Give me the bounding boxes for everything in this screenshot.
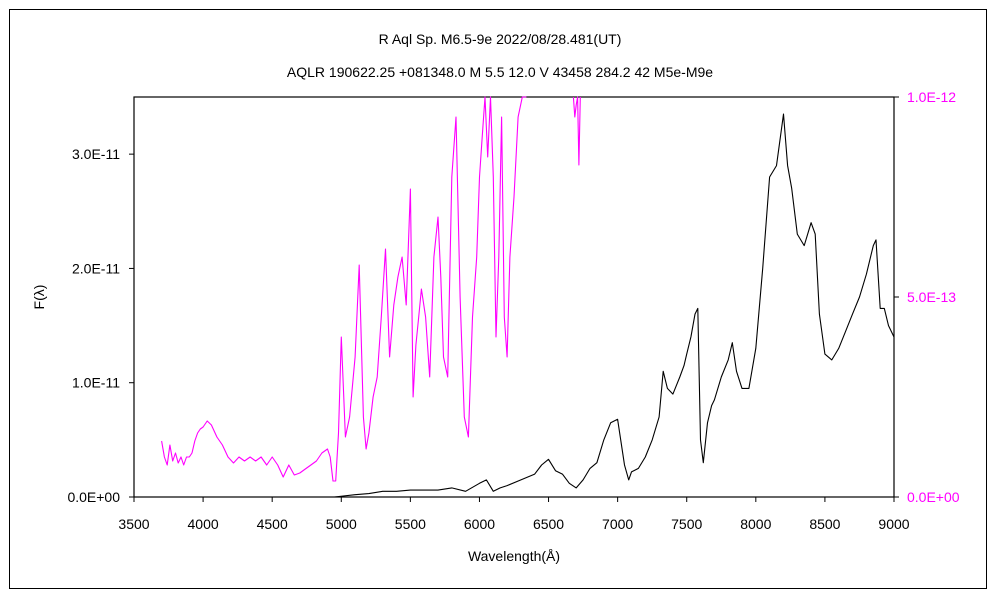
x-tick-label: 3500 <box>118 516 149 532</box>
ticks-layer: 3500 4000 4500 5000 5500 6000 6500 7000 7500 8000… <box>67 89 959 532</box>
magenta-spectrum-line <box>572 96 581 166</box>
y-right-tick-label: 1.0E-12 <box>907 89 956 105</box>
x-tick-label: 8000 <box>740 516 771 532</box>
black-spectrum-line <box>334 113 895 498</box>
y-right-tick-label: 0.0E+00 <box>907 489 960 505</box>
series-layer <box>161 96 895 498</box>
x-tick-label: 5500 <box>395 516 426 532</box>
x-tick-label: 5000 <box>326 516 357 532</box>
y-right-tick-label: 5.0E-13 <box>907 289 956 305</box>
y-axis-label: F(λ) <box>31 285 47 310</box>
x-tick-label: 7500 <box>671 516 702 532</box>
x-tick-label: 7000 <box>602 516 633 532</box>
x-tick-label: 4000 <box>188 516 219 532</box>
x-axis-label: Wavelength(Å) <box>468 548 560 564</box>
x-tick-label: 9000 <box>878 516 909 532</box>
x-tick-label: 6500 <box>533 516 564 532</box>
x-tick-label: 8500 <box>809 516 840 532</box>
x-tick-label: 6000 <box>464 516 495 532</box>
magenta-spectrum-line <box>161 96 527 482</box>
plot-area <box>133 96 895 498</box>
chart-frame <box>9 9 987 589</box>
y-left-tick-label: 0.0E+00 <box>67 489 120 505</box>
chart-subtitle: AQLR 190622.25 +081348.0 M 5.5 12.0 V 43… <box>287 64 713 80</box>
y-left-tick-label: 2.0E-11 <box>72 260 120 276</box>
y-left-tick-label: 3.0E-11 <box>72 146 120 162</box>
chart-title: R Aql Sp. M6.5-9e 2022/08/28.481(UT) <box>379 31 622 47</box>
y-left-tick-label: 1.0E-11 <box>72 375 120 391</box>
x-tick-label: 4500 <box>257 516 288 532</box>
